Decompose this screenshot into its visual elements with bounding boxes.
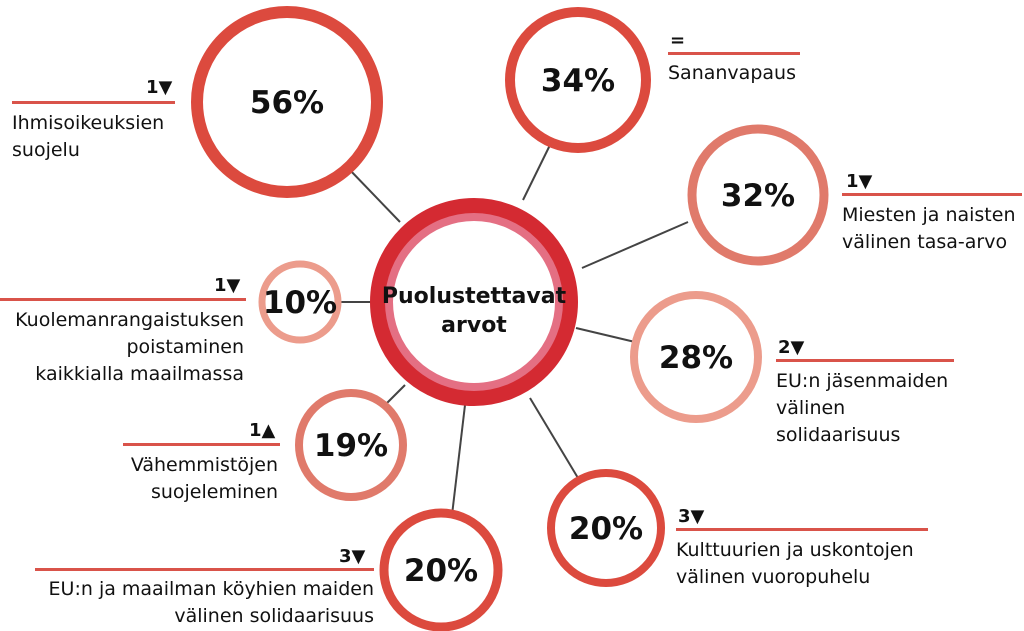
percent-eu-solidaarisuus: 28% bbox=[659, 340, 733, 376]
label-line: Vähemmistöjen bbox=[130, 454, 278, 476]
label-line: Sananvapaus bbox=[668, 62, 796, 84]
label-line: välinen bbox=[776, 397, 846, 419]
label-ihmisoikeudet: Ihmisoikeuksien suojelu bbox=[12, 110, 164, 164]
change-kuolemanrangaistus: 1▼ bbox=[214, 275, 241, 296]
connector-vahemmistot bbox=[384, 384, 406, 406]
change-vahemmistot: 1▲ bbox=[249, 420, 276, 441]
rule-kulttuurit bbox=[676, 528, 928, 531]
label-line: suojelu bbox=[12, 139, 80, 161]
label-line: välinen vuoropuhelu bbox=[676, 566, 871, 588]
circle-koyhat-maat bbox=[379, 508, 503, 631]
connector-sananvapaus bbox=[522, 144, 551, 201]
label-line: EU:n ja maailman köyhien maiden bbox=[48, 578, 374, 600]
percent-vahemmistot: 19% bbox=[314, 428, 388, 464]
node-kulttuurit: 20% bbox=[547, 469, 665, 587]
label-line: Miesten ja naisten bbox=[842, 204, 1016, 226]
label-eu-solidaarisuus: EU:n jäsenmaiden välinen solidaarisuus bbox=[776, 368, 948, 449]
label-line: solidaarisuus bbox=[776, 424, 901, 446]
label-koyhat-maat: EU:n ja maailman köyhien maiden välinen … bbox=[49, 576, 374, 630]
node-tasa-arvo: 32% bbox=[687, 124, 829, 266]
percent-koyhat-maat: 20% bbox=[404, 553, 478, 589]
rule-ihmisoikeudet bbox=[12, 101, 175, 104]
circle-eu-solidaarisuus bbox=[630, 291, 762, 423]
label-line: Ihmisoikeuksien bbox=[12, 112, 165, 134]
connectors bbox=[338, 144, 689, 516]
center-node: Puolustettavat arvot bbox=[370, 198, 578, 406]
percent-ihmisoikeudet: 56% bbox=[250, 85, 324, 121]
label-line: kaikkialla maailmassa bbox=[35, 363, 244, 385]
rule-eu-solidaarisuus bbox=[776, 359, 954, 362]
circle-ihmisoikeudet bbox=[191, 6, 383, 198]
label-line: välinen tasa-arvo bbox=[842, 231, 1008, 253]
label-line: EU:n jäsenmaiden bbox=[776, 370, 949, 392]
label-line: välinen solidaarisuus bbox=[174, 605, 374, 627]
center-ring-inner bbox=[385, 213, 563, 391]
circle-sananvapaus bbox=[505, 7, 651, 153]
connector-kulttuurit bbox=[529, 397, 579, 479]
rule-tasa-arvo bbox=[842, 193, 1022, 196]
change-ihmisoikeudet: 1▼ bbox=[146, 77, 173, 98]
percent-tasa-arvo: 32% bbox=[721, 178, 795, 214]
change-tasa-arvo: 1▼ bbox=[846, 171, 873, 192]
label-tasa-arvo: Miesten ja naisten välinen tasa-arvo bbox=[842, 202, 1016, 256]
circle-kuolemanrangaistus bbox=[258, 260, 342, 344]
label-vahemmistot: Vähemmistöjen suojeleminen bbox=[131, 452, 278, 506]
node-ihmisoikeudet: 56% bbox=[191, 6, 383, 198]
rule-sananvapaus bbox=[668, 52, 800, 55]
node-sananvapaus: 34% bbox=[505, 7, 651, 153]
label-kulttuurit: Kulttuurien ja uskontojen välinen vuorop… bbox=[676, 537, 914, 591]
label-line: poistaminen bbox=[126, 336, 244, 358]
connector-eu-solidaarisuus bbox=[575, 327, 636, 343]
node-koyhat-maat: 20% bbox=[379, 508, 503, 631]
circle-kulttuurit bbox=[547, 469, 665, 587]
percent-kulttuurit: 20% bbox=[569, 511, 643, 547]
rule-kuolemanrangaistus bbox=[0, 298, 246, 301]
label-line: Kuolemanrangaistuksen bbox=[15, 309, 244, 331]
percent-sananvapaus: 34% bbox=[541, 63, 615, 99]
change-koyhat-maat: 3▼ bbox=[339, 546, 366, 567]
change-eu-solidaarisuus: 2▼ bbox=[778, 337, 805, 358]
node-kuolemanrangaistus: 10% bbox=[258, 260, 342, 344]
connector-tasa-arvo bbox=[581, 221, 689, 269]
change-sananvapaus: = bbox=[670, 30, 686, 51]
change-kulttuurit: 3▼ bbox=[678, 506, 705, 527]
connector-ihmisoikeudet bbox=[347, 167, 401, 223]
center-ring-outer bbox=[370, 198, 578, 406]
center-title-line1: Puolustettavat bbox=[382, 284, 567, 309]
center-title-line2: arvot bbox=[441, 313, 507, 338]
node-eu-solidaarisuus: 28% bbox=[630, 291, 762, 423]
connector-koyhat-maat bbox=[451, 404, 466, 516]
label-sananvapaus: Sananvapaus bbox=[668, 60, 796, 87]
circle-tasa-arvo bbox=[687, 124, 829, 266]
percent-kuolemanrangaistus: 10% bbox=[263, 285, 337, 321]
rule-koyhat-maat bbox=[35, 568, 374, 571]
label-kuolemanrangaistus: Kuolemanrangaistuksen poistaminen kaikki… bbox=[15, 307, 244, 388]
rule-vahemmistot bbox=[123, 443, 280, 446]
label-line: suojeleminen bbox=[150, 481, 278, 503]
label-line: Kulttuurien ja uskontojen bbox=[676, 539, 914, 561]
circle-vahemmistot bbox=[295, 389, 407, 501]
node-vahemmistot: 19% bbox=[295, 389, 407, 501]
